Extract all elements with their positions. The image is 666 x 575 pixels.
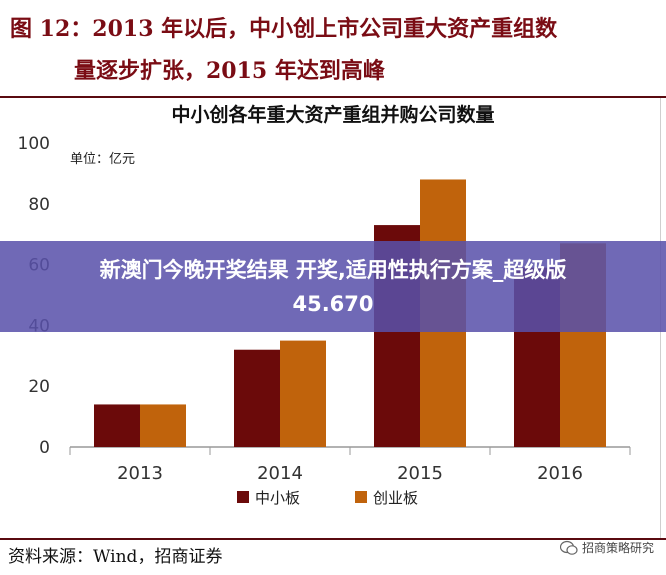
- x-tick-label: 2013: [117, 463, 163, 484]
- unit-label: 单位：亿元: [70, 152, 136, 167]
- x-tick-label: 2014: [257, 463, 303, 484]
- figure-title-line2: 量逐步扩张，2015 年达到高峰: [74, 58, 385, 84]
- top-divider: [0, 96, 666, 98]
- figure-title: 图 12：2013 年以后，中小创上市公司重大资产重组数 量逐步扩张，2015 …: [10, 8, 660, 92]
- bar-中小板-2014: [234, 349, 280, 447]
- banner-line1: 新澳门今晚开奖结果 开奖,适用性执行方案_超级版: [99, 258, 567, 282]
- legend-swatch: [355, 491, 367, 503]
- legend-label: 创业板: [373, 489, 418, 507]
- y-tick-label: 100: [18, 134, 50, 154]
- wechat-icon: [559, 540, 578, 555]
- legend-swatch: [237, 491, 249, 503]
- figure-title-line1: 图 12：2013 年以后，中小创上市公司重大资产重组数: [10, 16, 558, 42]
- x-tick-label: 2015: [397, 463, 443, 484]
- brand-watermark: 招商策略研究: [559, 539, 654, 556]
- y-tick-label: 0: [39, 438, 50, 458]
- banner-line2: 45.670: [292, 292, 374, 316]
- y-tick-label: 20: [28, 377, 50, 397]
- x-tick-label: 2016: [537, 463, 583, 484]
- brand-name: 招商策略研究: [581, 541, 654, 555]
- y-tick-label: 80: [28, 195, 50, 215]
- legend-label: 中小板: [255, 489, 300, 507]
- bottom-divider: [0, 538, 666, 540]
- overlay-banner[interactable]: 新澳门今晚开奖结果 开奖,适用性执行方案_超级版 45.670: [0, 241, 666, 332]
- bar-创业板-2013: [140, 404, 186, 447]
- bar-中小板-2013: [94, 404, 140, 447]
- bar-创业板-2014: [280, 340, 326, 447]
- chart-title: 中小创各年重大资产重组并购公司数量: [171, 104, 495, 126]
- source-note: 资料来源：Wind，招商证券: [8, 547, 223, 567]
